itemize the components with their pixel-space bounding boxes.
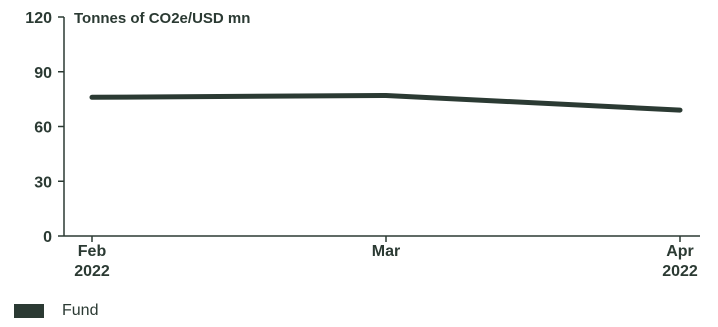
y-axis-unit-label: Tonnes of CO2e/USD mn	[74, 10, 250, 27]
x-tick-label-month: Feb	[78, 243, 107, 260]
y-tick-label: 0	[43, 229, 52, 246]
legend-label-fund: Fund	[62, 302, 99, 319]
x-tick-label-month: Mar	[372, 243, 400, 260]
x-axis-ticks: Feb 2022 Mar Apr 2022	[74, 236, 698, 280]
x-tick-label-year: 2022	[74, 263, 110, 280]
y-axis-ticks: 0 30 60 90 120	[25, 10, 64, 246]
y-tick-label: 120	[25, 10, 52, 27]
series-layer	[89, 92, 683, 113]
legend: Fund	[14, 302, 98, 320]
x-tick-label-year: 2022	[662, 263, 698, 280]
legend-swatch-fund	[14, 304, 44, 318]
line-chart: 0 30 60 90 120 Feb 2022 Mar Apr 2022 Tonnes of C…	[25, 10, 700, 280]
y-tick-label: 60	[34, 120, 52, 137]
y-tick-label: 90	[34, 65, 52, 82]
x-tick-label-month: Apr	[666, 243, 694, 260]
series-line-fund	[89, 92, 683, 113]
y-tick-label: 30	[34, 174, 52, 191]
